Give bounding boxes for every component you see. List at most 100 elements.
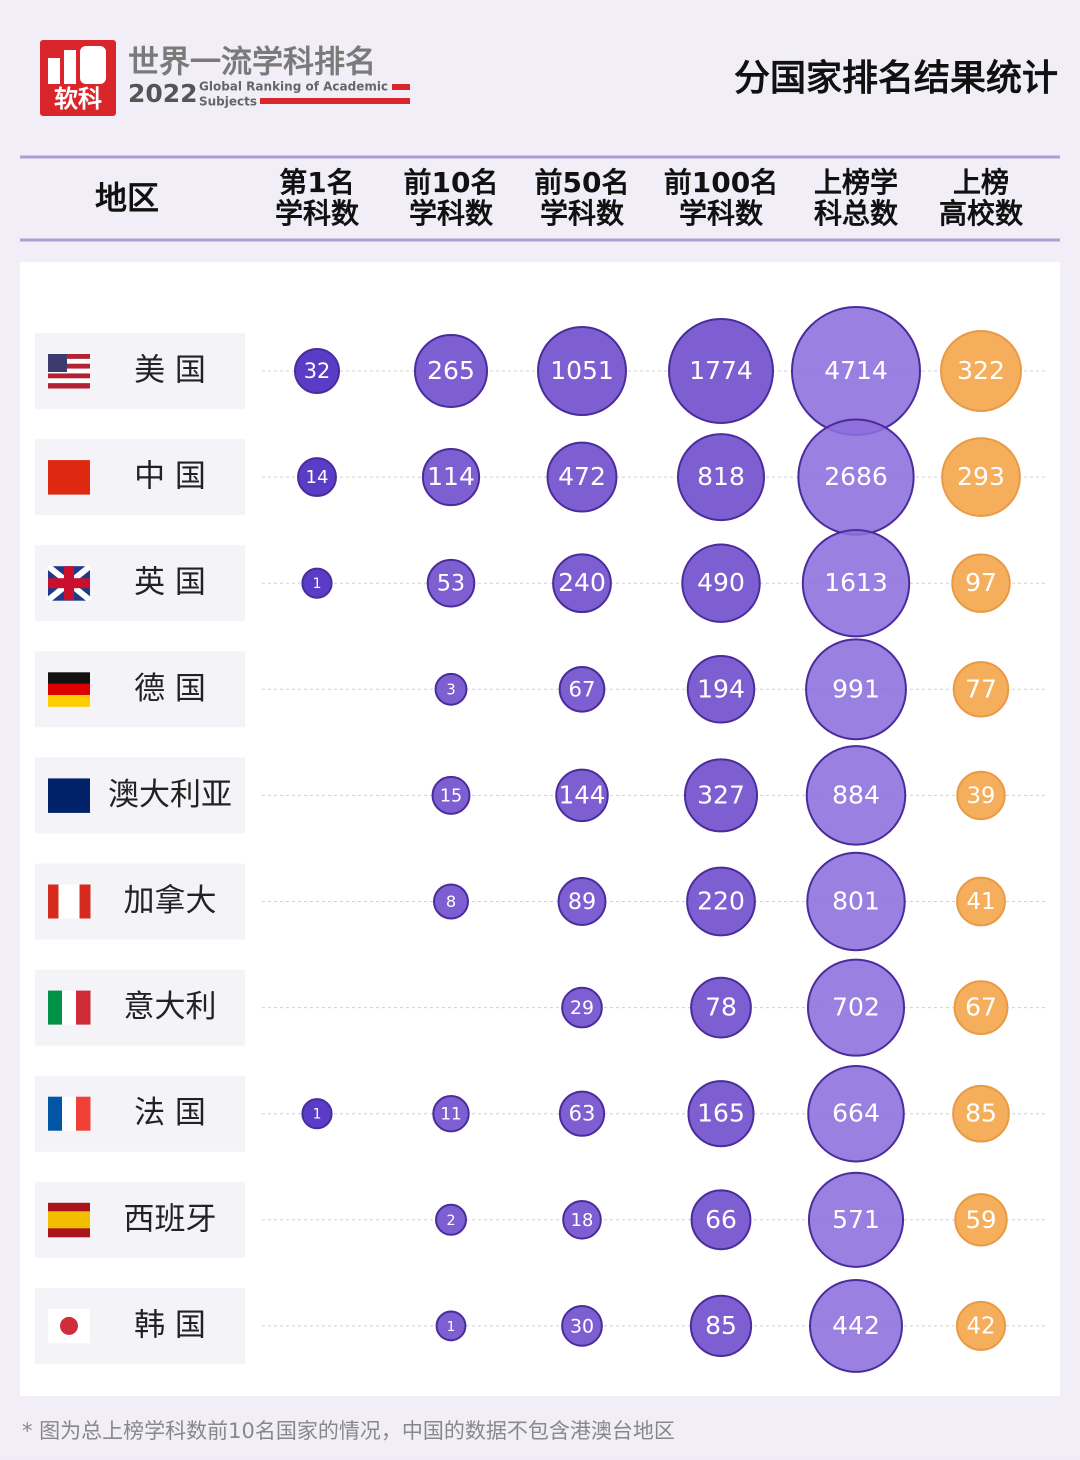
bubble-label: 818 — [697, 462, 745, 491]
bubble-label: 664 — [832, 1099, 880, 1128]
brand-subtitle: Subjects — [199, 95, 257, 109]
flag-stripe — [48, 683, 90, 696]
bubble-label: 4714 — [824, 356, 888, 385]
bubble-label: 144 — [559, 780, 606, 809]
footnote: * 图为总上榜学科数前10名国家的情况，中国的数据不包含港澳台地区 — [22, 1419, 675, 1443]
bubble-label: 85 — [965, 1099, 997, 1128]
bubble-label: 165 — [697, 1099, 745, 1128]
bubble-label: 11 — [440, 1104, 461, 1124]
bubble — [805, 745, 907, 846]
bubble — [555, 768, 609, 823]
bubble — [434, 672, 468, 706]
column-header: 学科数 — [409, 197, 494, 230]
bubble — [561, 986, 603, 1029]
bubble-label: 66 — [705, 1205, 737, 1234]
column-header: 前100名 — [664, 166, 778, 199]
bubble-label: 801 — [832, 887, 880, 916]
bubble-label: 30 — [570, 1315, 594, 1337]
region-name: 德 国 — [134, 671, 206, 707]
column-header: 前10名 — [404, 166, 499, 199]
column-header: 学科数 — [540, 197, 625, 230]
page-title: 分国家排名结果统计 — [734, 58, 1058, 99]
bubble-label: 67 — [965, 993, 997, 1022]
bubble — [806, 851, 906, 952]
region-name: 澳大利亚 — [108, 777, 232, 813]
bubble-label: 42 — [966, 1313, 995, 1339]
bubble-label: 1 — [313, 576, 322, 592]
brand-stripe — [392, 84, 410, 90]
logo-bar — [48, 58, 60, 84]
flag-stripe — [48, 378, 90, 384]
bubble — [951, 553, 1011, 613]
bubble-label: 490 — [697, 568, 745, 597]
bubble-label: 15 — [440, 786, 462, 806]
bubble — [546, 441, 618, 513]
bubble — [809, 1278, 903, 1373]
column-header: 上榜 — [953, 166, 1009, 199]
flag-emblem — [60, 1316, 78, 1335]
region-name: 意大利 — [124, 989, 217, 1025]
bubble-label: 194 — [697, 674, 745, 703]
flag-stripe — [62, 1096, 77, 1131]
bubble — [952, 661, 1010, 718]
bubble — [301, 567, 333, 599]
bubble-label: 1 — [313, 1107, 322, 1123]
bubble — [301, 1098, 333, 1130]
logo-bar — [64, 50, 76, 84]
bubble — [435, 1310, 467, 1342]
flag-stripe — [48, 1219, 90, 1229]
bubble-label: 220 — [697, 887, 745, 916]
bubble — [435, 1203, 467, 1236]
bubble-label: 702 — [832, 993, 880, 1022]
bubble — [558, 1090, 606, 1137]
bubble — [807, 1171, 905, 1268]
bubble-label: 327 — [697, 780, 745, 809]
bubble — [433, 883, 469, 920]
flag-stripe — [48, 363, 90, 370]
bubble-label: 2686 — [824, 462, 888, 491]
bubble — [432, 1095, 470, 1133]
column-header: 上榜学 — [814, 166, 898, 199]
logo-bar — [80, 46, 106, 84]
bubble — [953, 980, 1009, 1036]
bubble — [687, 1080, 755, 1148]
bubble-label: 29 — [570, 998, 594, 1019]
flag-stripe — [48, 884, 59, 919]
bubble-label: 472 — [558, 462, 606, 491]
bubble — [940, 330, 1022, 412]
bubble-label: 8 — [446, 892, 456, 911]
bubble — [414, 334, 488, 408]
bubble — [537, 326, 627, 416]
bubble-label: 265 — [427, 356, 475, 385]
bubble — [955, 1300, 1007, 1351]
bubble — [552, 553, 612, 614]
bubble — [689, 1294, 753, 1358]
bubble — [686, 866, 756, 937]
bubble — [681, 543, 761, 623]
bubble — [956, 876, 1006, 927]
bubble-label: 1 — [447, 1319, 456, 1335]
bubble-label: 59 — [965, 1205, 996, 1234]
column-header: 地区 — [95, 179, 159, 217]
brand-title: 世界一流学科排名 — [128, 45, 376, 81]
bubble-label: 3 — [446, 681, 455, 698]
bubble-label: 39 — [967, 783, 996, 809]
bubble-label: 240 — [558, 568, 606, 597]
bubble — [941, 437, 1021, 517]
bubble — [561, 1305, 603, 1347]
bubble — [294, 348, 340, 394]
bubble-label: 32 — [304, 359, 331, 383]
bubble-label: 2 — [446, 1213, 455, 1229]
bubble — [421, 448, 481, 507]
bubble — [557, 877, 607, 926]
brand-subtitle: Global Ranking of Academic — [199, 80, 388, 94]
region-name: 法 国 — [134, 1095, 206, 1131]
flag-stripe — [48, 358, 90, 365]
bubble — [668, 318, 774, 424]
bubble-label: 53 — [437, 571, 465, 597]
bubble-label: 571 — [832, 1205, 880, 1234]
flag-stripe — [48, 383, 90, 389]
flag-stripe — [48, 672, 90, 685]
flag-stripe — [48, 354, 90, 360]
